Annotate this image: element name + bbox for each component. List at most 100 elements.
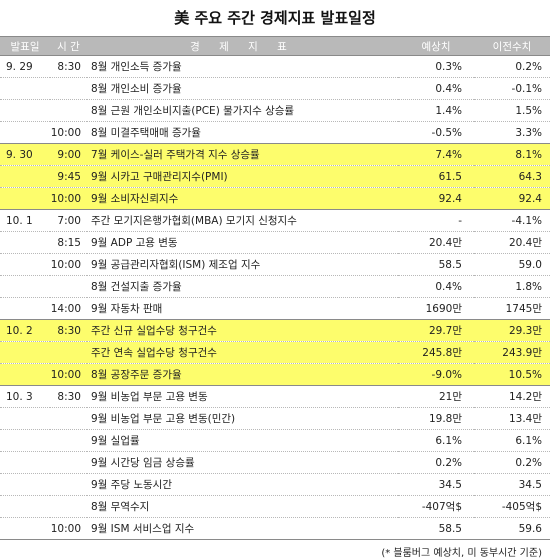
table-row: 10. 1 7:00 주간 모기지은행가협회(MBA) 모기지 신청지수 - -4.1% <box>0 209 550 232</box>
cell-indicator: 9월 비농업 부문 고용 변동(민간) <box>87 407 398 430</box>
cell-date: 9. 30 <box>0 143 50 166</box>
cell-forecast: 0.2% <box>398 451 474 474</box>
cell-date: 9. 29 <box>0 55 50 78</box>
cell-date <box>0 99 50 122</box>
cell-previous: 3.3% <box>474 121 550 144</box>
cell-time: 8:30 <box>50 385 87 408</box>
header-time: 시 간 <box>50 36 87 56</box>
cell-indicator: 8월 공장주문 증가율 <box>87 363 398 386</box>
cell-time <box>50 275 87 298</box>
table-row: 9월 비농업 부문 고용 변동(민간) 19.8만 13.4만 <box>0 407 550 430</box>
cell-previous: 1.8% <box>474 275 550 298</box>
cell-date <box>0 429 50 452</box>
cell-previous: 29.3만 <box>474 319 550 342</box>
cell-forecast: 0.4% <box>398 77 474 100</box>
table-row: 8월 근원 개인소비지출(PCE) 물가지수 상승률 1.4% 1.5% <box>0 99 550 122</box>
cell-forecast: 92.4 <box>398 187 474 210</box>
header-forecast: 예상치 <box>398 36 474 56</box>
cell-date <box>0 495 50 518</box>
cell-forecast: 7.4% <box>398 143 474 166</box>
cell-forecast: 0.4% <box>398 275 474 298</box>
schedule-table: 발표일 시 간 경 제 지 표 예상치 이전수치 9. 29 8:30 8월 개인소… <box>0 36 550 540</box>
table-row: 9. 30 9:00 7월 케이스-실러 주택가격 지수 상승률 7.4% 8.1% <box>0 143 550 166</box>
cell-forecast: -407억$ <box>398 495 474 518</box>
cell-indicator: 8월 근원 개인소비지출(PCE) 물가지수 상승률 <box>87 99 398 122</box>
cell-indicator: 9월 소비자신뢰지수 <box>87 187 398 210</box>
cell-forecast: 0.3% <box>398 55 474 78</box>
cell-previous: 13.4만 <box>474 407 550 430</box>
cell-previous: 0.2% <box>474 451 550 474</box>
cell-indicator: 8월 건설지출 증가율 <box>87 275 398 298</box>
cell-indicator: 9월 주당 노동시간 <box>87 473 398 496</box>
cell-forecast: 1.4% <box>398 99 474 122</box>
cell-indicator: 8월 미결주택매매 증가율 <box>87 121 398 144</box>
cell-indicator: 8월 개인소득 증가율 <box>87 55 398 78</box>
cell-time: 9:45 <box>50 165 87 188</box>
table-row: 10:00 9월 소비자신뢰지수 92.4 92.4 <box>0 187 550 210</box>
cell-forecast: - <box>398 209 474 232</box>
cell-date <box>0 187 50 210</box>
cell-forecast: 20.4만 <box>398 231 474 254</box>
cell-time: 9:00 <box>50 143 87 166</box>
table-row: 10:00 8월 공장주문 증가율 -9.0% 10.5% <box>0 363 550 386</box>
cell-forecast: 58.5 <box>398 253 474 276</box>
table-row: 9월 주당 노동시간 34.5 34.5 <box>0 473 550 496</box>
header-indicator: 경 제 지 표 <box>87 36 398 56</box>
table-row: 8월 무역수지 -407억$ -405억$ <box>0 495 550 518</box>
cell-time <box>50 429 87 452</box>
table-row: 10:00 9월 공급관리자협회(ISM) 제조업 지수 58.5 59.0 <box>0 253 550 276</box>
table-body: 9. 29 8:30 8월 개인소득 증가율 0.3% 0.2% 8월 개인소비 증가율 0… <box>0 55 550 540</box>
cell-time <box>50 99 87 122</box>
cell-indicator: 8월 무역수지 <box>87 495 398 518</box>
cell-time: 14:00 <box>50 297 87 320</box>
cell-indicator: 9월 시카고 구매관리지수(PMI) <box>87 165 398 188</box>
cell-previous: -0.1% <box>474 77 550 100</box>
cell-previous: 92.4 <box>474 187 550 210</box>
cell-indicator: 8월 개인소비 증가율 <box>87 77 398 100</box>
cell-time: 7:00 <box>50 209 87 232</box>
cell-time: 8:15 <box>50 231 87 254</box>
cell-date <box>0 407 50 430</box>
cell-forecast: -0.5% <box>398 121 474 144</box>
table-row: 9. 29 8:30 8월 개인소득 증가율 0.3% 0.2% <box>0 55 550 78</box>
cell-previous: 243.9만 <box>474 341 550 364</box>
cell-indicator: 9월 자동차 판매 <box>87 297 398 320</box>
cell-indicator: 9월 비농업 부문 고용 변동 <box>87 385 398 408</box>
cell-date <box>0 517 50 540</box>
cell-forecast: 19.8만 <box>398 407 474 430</box>
cell-indicator: 9월 시간당 임금 상승률 <box>87 451 398 474</box>
cell-date: 10. 1 <box>0 209 50 232</box>
cell-indicator: 7월 케이스-실러 주택가격 지수 상승률 <box>87 143 398 166</box>
cell-time: 10:00 <box>50 187 87 210</box>
cell-forecast: 1690만 <box>398 297 474 320</box>
cell-forecast: 6.1% <box>398 429 474 452</box>
cell-time <box>50 407 87 430</box>
cell-date <box>0 253 50 276</box>
cell-date: 10. 2 <box>0 319 50 342</box>
cell-forecast: 245.8만 <box>398 341 474 364</box>
cell-date <box>0 451 50 474</box>
table-row: 10. 2 8:30 주간 신규 실업수당 청구건수 29.7만 29.3만 <box>0 319 550 342</box>
cell-previous: 1.5% <box>474 99 550 122</box>
table-row: 9월 시간당 임금 상승률 0.2% 0.2% <box>0 451 550 474</box>
table-row: 9:45 9월 시카고 구매관리지수(PMI) 61.5 64.3 <box>0 165 550 188</box>
cell-time: 8:30 <box>50 319 87 342</box>
cell-time: 10:00 <box>50 253 87 276</box>
cell-indicator: 9월 공급관리자협회(ISM) 제조업 지수 <box>87 253 398 276</box>
cell-previous: 8.1% <box>474 143 550 166</box>
cell-previous: -4.1% <box>474 209 550 232</box>
table-row: 10. 3 8:30 9월 비농업 부문 고용 변동 21만 14.2만 <box>0 385 550 408</box>
cell-date <box>0 275 50 298</box>
cell-time <box>50 341 87 364</box>
cell-previous: 34.5 <box>474 473 550 496</box>
cell-indicator: 9월 ISM 서비스업 지수 <box>87 517 398 540</box>
cell-previous: -405억$ <box>474 495 550 518</box>
cell-forecast: 21만 <box>398 385 474 408</box>
cell-date <box>0 341 50 364</box>
cell-date <box>0 473 50 496</box>
cell-time <box>50 451 87 474</box>
table-row: 8월 건설지출 증가율 0.4% 1.8% <box>0 275 550 298</box>
cell-time <box>50 495 87 518</box>
footnote: (* 블룸버그 예상치, 미 동부시간 기준) <box>381 548 542 559</box>
cell-date <box>0 297 50 320</box>
